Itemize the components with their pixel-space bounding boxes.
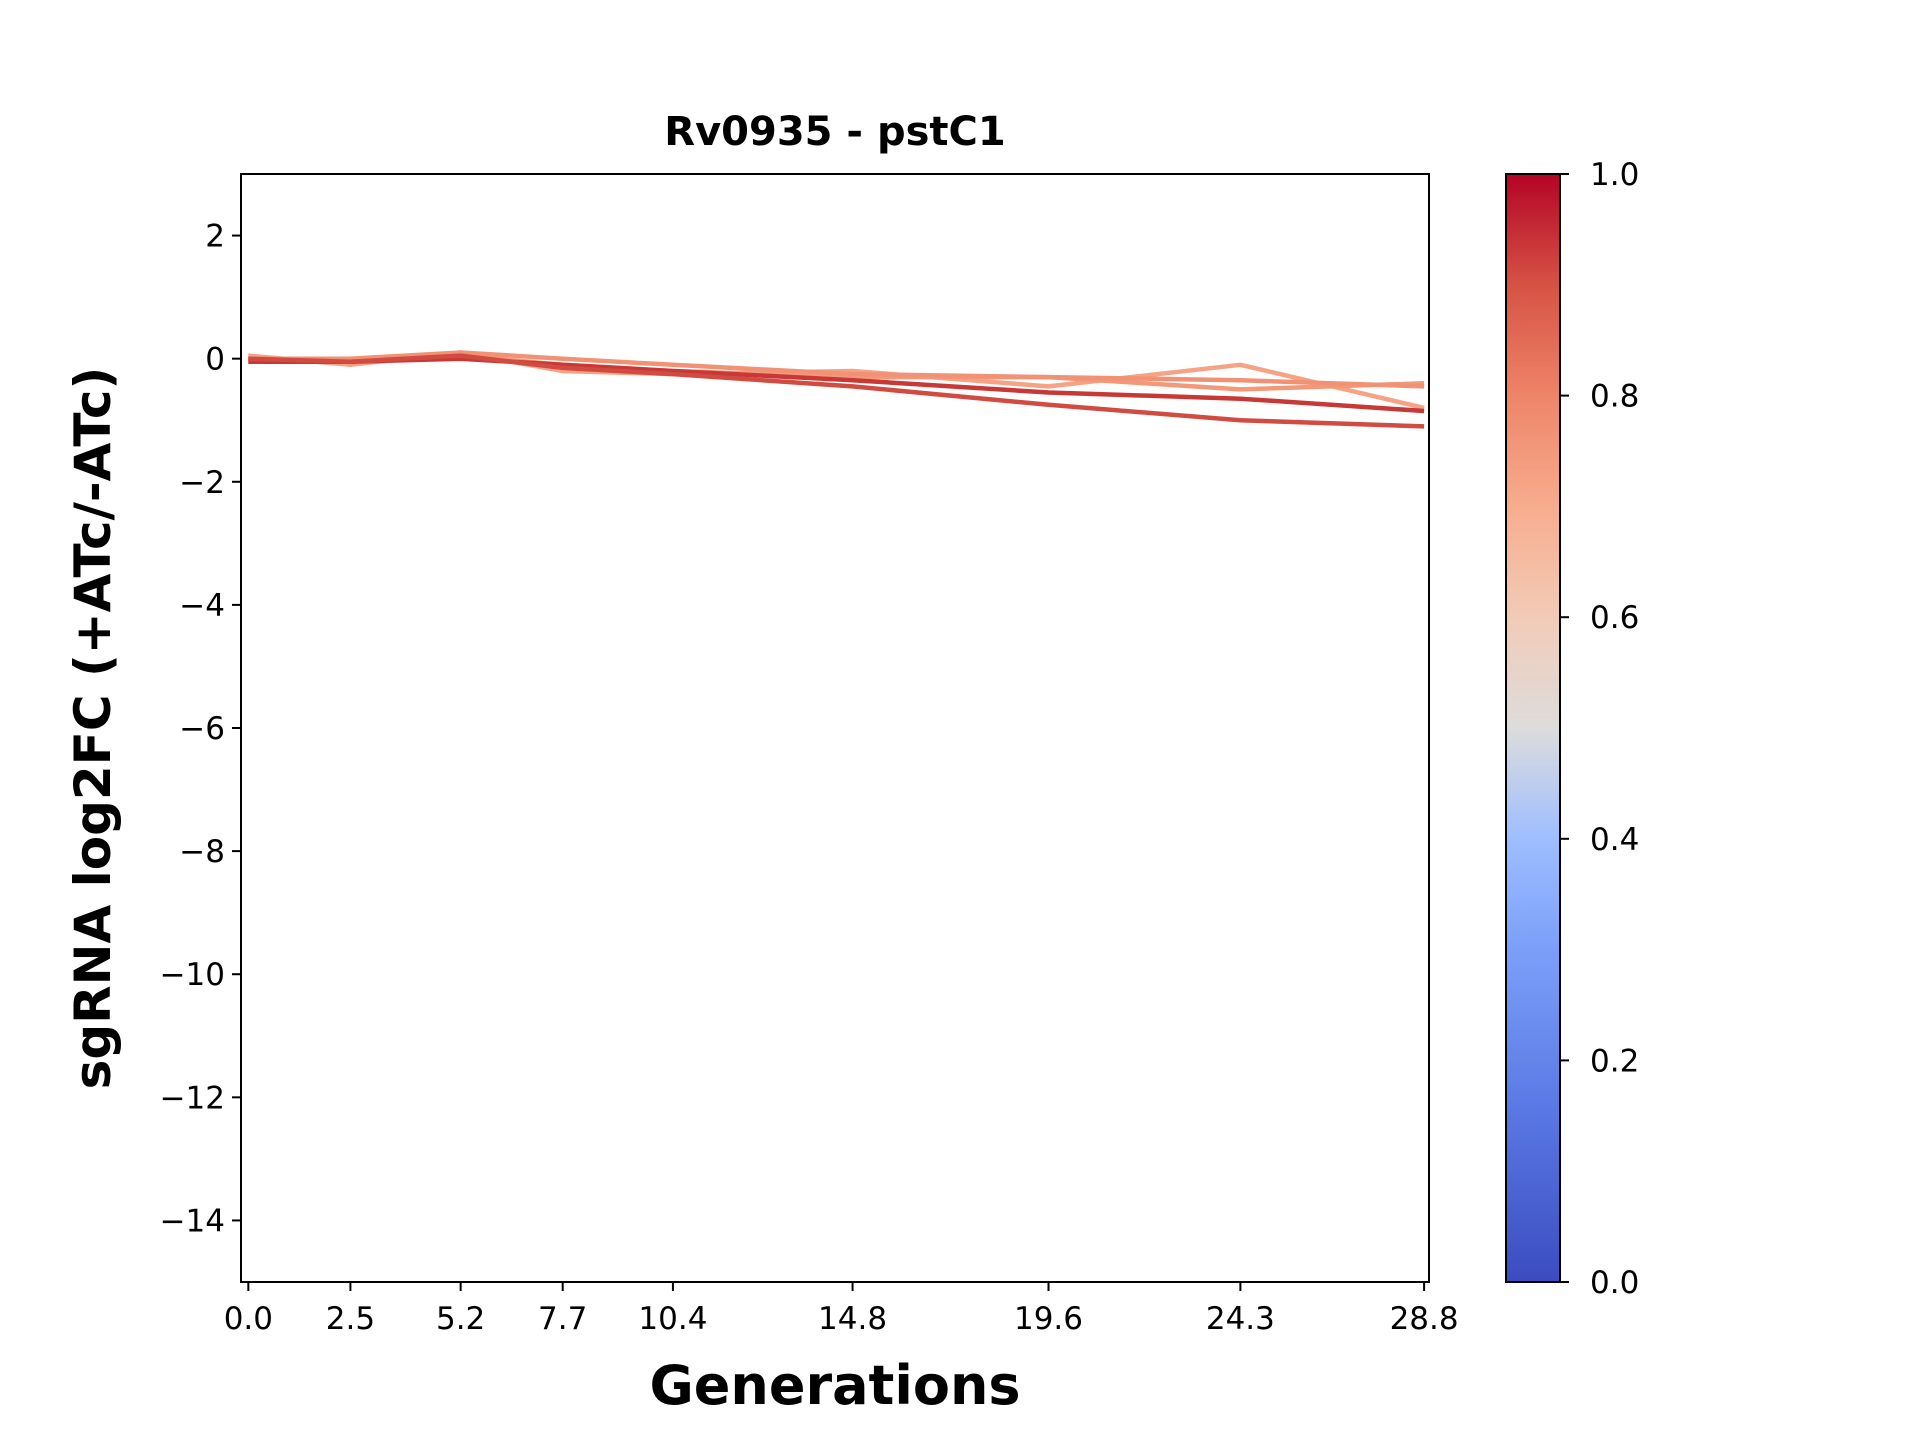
x-tick-label: 2.5	[326, 1301, 375, 1337]
plot-frame	[240, 173, 1430, 1283]
x-tick-label: 5.2	[436, 1301, 485, 1337]
y-tick-label: 2	[205, 219, 225, 255]
colorbar-tick-label: 0.8	[1590, 379, 1639, 415]
colorbar-tick-label: 1.0	[1590, 157, 1639, 193]
series-line-5	[248, 353, 1425, 429]
y-tick-label: −6	[179, 711, 225, 747]
y-tick-label: −10	[160, 957, 225, 993]
y-tick-label: 0	[205, 342, 225, 378]
y-tick-label: −14	[160, 1203, 225, 1239]
y-tick-label: −8	[179, 834, 225, 870]
colorbar-tick-label: 0.4	[1590, 822, 1639, 858]
y-tick-label: −4	[179, 588, 225, 624]
x-tick-label: 24.3	[1206, 1301, 1275, 1337]
x-tick-label: 14.8	[818, 1301, 887, 1337]
x-axis-label: Generations	[649, 1354, 1020, 1417]
x-tick-label: 28.8	[1390, 1301, 1459, 1337]
series-line-3	[248, 350, 1425, 389]
chart-title: Rv0935 - pstC1	[664, 109, 1005, 155]
colorbar	[1505, 173, 1561, 1283]
y-tick-label: −12	[160, 1080, 225, 1116]
colorbar-axis: 0.0 0.2 0.4 0.6 0.8 1.0	[1560, 157, 1639, 1301]
y-axis-label: sgRNA log2FC (+ATc/-ATc)	[64, 367, 122, 1090]
x-tick-label: 0.0	[224, 1301, 273, 1337]
colorbar-tick-label: 0.0	[1590, 1265, 1639, 1301]
colorbar-tick-label: 0.2	[1590, 1043, 1639, 1079]
series-group	[248, 350, 1425, 429]
x-tick-label: 10.4	[638, 1301, 707, 1337]
x-tick-label: 19.6	[1014, 1301, 1083, 1337]
y-axis: 2 0 −2 −4 −6 −8 −10 −12 −14	[160, 219, 241, 1239]
y-tick-label: −2	[179, 465, 225, 501]
colorbar-tick-label: 0.6	[1590, 600, 1639, 636]
x-tick-label: 7.7	[538, 1301, 587, 1337]
x-axis: 0.0 2.5 5.2 7.7 10.4 14.8 19.6 24.3 28.8	[224, 1282, 1459, 1337]
